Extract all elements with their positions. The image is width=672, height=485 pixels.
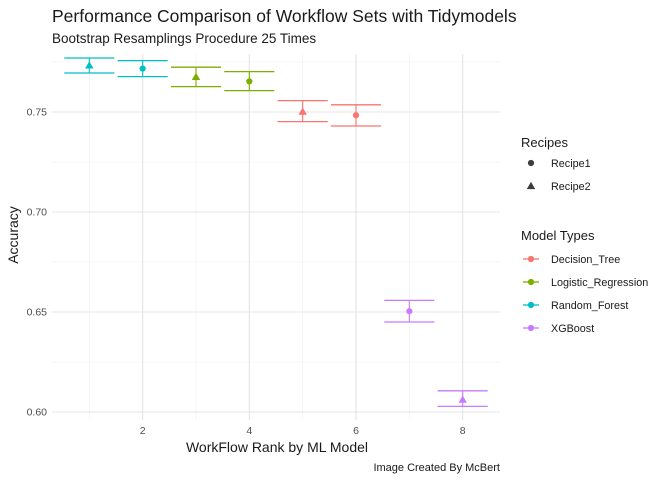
- data-point-group: [117, 59, 168, 78]
- y-tick-label: 0.60: [27, 407, 48, 419]
- data-point-group: [170, 66, 222, 88]
- data-point-group: [437, 390, 488, 408]
- x-axis: 2 4 6 8: [140, 425, 466, 437]
- y-axis-label: Accuracy: [5, 206, 21, 264]
- x-tick-label: 8: [460, 425, 466, 437]
- data-point-circle: [139, 65, 146, 72]
- chart-caption: Image Created By McBert: [373, 462, 500, 474]
- x-tick-label: 4: [246, 425, 252, 437]
- legend-key-dot: [527, 278, 535, 286]
- chart-subtitle: Bootstrap Resamplings Procedure 25 Times: [52, 31, 316, 46]
- legend-label-recipe: Recipe1: [551, 158, 591, 170]
- x-tick-label: 6: [353, 425, 359, 437]
- x-axis-label: WorkFlow Rank by ML Model: [186, 439, 368, 455]
- legend-label-recipe: Recipe2: [551, 181, 591, 193]
- data-point-group: [384, 299, 435, 323]
- grid: [52, 54, 500, 420]
- legend-label-model: Decision_Tree: [551, 254, 620, 266]
- data-point-triangle: [191, 72, 201, 80]
- data-point-group: [330, 104, 382, 127]
- legend-label-model: Random_Forest: [551, 300, 628, 312]
- legend-title-recipes: Recipes: [521, 135, 568, 150]
- data-point-group: [277, 99, 328, 123]
- data-point-circle: [406, 308, 413, 315]
- chart-title: Performance Comparison of Workflow Sets …: [52, 6, 517, 26]
- y-tick-label: 0.65: [27, 307, 48, 319]
- legend-key-dot: [527, 301, 535, 309]
- data-point-group: [64, 57, 115, 74]
- y-axis: 0.60 0.65 0.70 0.75: [27, 107, 48, 419]
- legend-key-triangle: [526, 181, 536, 190]
- legend-label-model: Logistic_Regression: [551, 277, 648, 289]
- data-point-triangle: [298, 107, 307, 115]
- y-tick-label: 0.70: [27, 207, 48, 219]
- data-point-group: [224, 70, 275, 92]
- data-marks: [64, 57, 488, 408]
- legend-key-dot: [527, 324, 535, 332]
- x-tick-label: 2: [140, 425, 146, 437]
- data-point-triangle: [458, 395, 467, 403]
- legend: Recipes Recipe1 Recipe2 Model Types Decision…: [521, 135, 648, 335]
- data-point-circle: [352, 112, 360, 119]
- y-tick-label: 0.75: [27, 107, 48, 119]
- data-point-circle: [246, 78, 253, 85]
- legend-title-models: Model Types: [521, 228, 595, 243]
- data-point-triangle: [85, 61, 94, 69]
- legend-label-model: XGBoost: [551, 323, 594, 335]
- legend-key-circle: [527, 159, 535, 167]
- legend-key-dot: [527, 255, 535, 263]
